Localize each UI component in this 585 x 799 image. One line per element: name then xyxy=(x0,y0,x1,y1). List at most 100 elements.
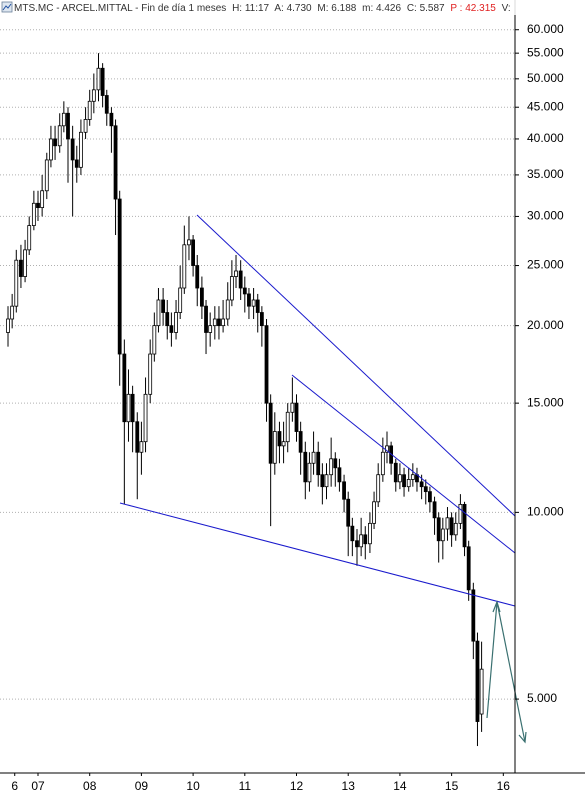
y-tick-label: 60.000 xyxy=(527,22,564,36)
candle-body xyxy=(471,589,476,642)
candle-body xyxy=(187,239,191,246)
candle-body xyxy=(449,517,454,536)
y-tick-label: 50.000 xyxy=(527,71,564,85)
x-tick-label: 12 xyxy=(290,779,304,793)
y-tick-label: 45.000 xyxy=(527,99,564,113)
candle-body xyxy=(87,100,92,120)
candle-body xyxy=(423,486,428,493)
candle-body xyxy=(436,517,441,542)
candle-body xyxy=(324,474,329,488)
candle-body xyxy=(165,312,170,327)
x-tick-label: 16 xyxy=(497,779,511,793)
arrowhead xyxy=(518,731,527,744)
header-item: C: 5.587 xyxy=(407,3,445,14)
candle-body xyxy=(247,293,251,307)
candle-body xyxy=(96,67,101,91)
candle-body xyxy=(174,312,178,333)
candle-body xyxy=(191,239,196,266)
candle-body xyxy=(251,299,256,307)
candle-body xyxy=(259,312,264,327)
candle-body xyxy=(161,299,166,313)
candle-body xyxy=(337,467,342,483)
candle-body xyxy=(346,498,351,527)
header-bg xyxy=(0,0,520,15)
candle-body xyxy=(372,501,376,524)
trendline xyxy=(119,502,516,607)
candle-body xyxy=(432,501,437,519)
candle-body xyxy=(307,462,312,483)
candle-body xyxy=(148,353,153,395)
x-tick-label: 15 xyxy=(445,779,459,793)
candle-body xyxy=(61,112,66,127)
candle-body xyxy=(49,138,53,161)
x-tick-label: 07 xyxy=(31,779,45,793)
header-item: M: 6.188 xyxy=(317,3,356,14)
candle-body xyxy=(156,299,161,327)
candle-body xyxy=(195,265,200,289)
candle-body xyxy=(268,402,273,464)
header-item: m: 4.426 xyxy=(362,3,401,14)
candle-body xyxy=(342,481,346,500)
axes: 5.000 10.000 15.000 20.000 25.000 30.000 35.00… xyxy=(11,22,564,793)
y-tick-label: 35.000 xyxy=(527,167,564,181)
candle-body xyxy=(238,270,243,289)
header: MTS.MC - ARCEL.MITTAL - Fin de día 1 mes… xyxy=(14,3,511,14)
candle-body xyxy=(225,299,230,320)
candle-body xyxy=(135,421,140,453)
candle-body xyxy=(350,525,355,542)
header-item: H: 11:17 xyxy=(232,3,269,14)
candle-body xyxy=(419,481,424,488)
candle-body xyxy=(242,287,247,295)
x-tick-label: 6 xyxy=(11,779,18,793)
candle-body xyxy=(182,244,187,289)
candle-body xyxy=(66,112,70,140)
candle-body xyxy=(100,67,105,96)
candle-body xyxy=(311,451,316,464)
candle-body xyxy=(104,95,109,114)
candle-body xyxy=(402,474,406,488)
candle-body xyxy=(462,504,467,548)
arrowhead xyxy=(492,600,501,613)
x-tick-label: 11 xyxy=(239,779,252,793)
candle-body xyxy=(169,325,174,333)
candle-body xyxy=(217,318,221,327)
grid xyxy=(0,29,515,700)
candle-body xyxy=(6,318,10,333)
candle-body xyxy=(199,287,204,307)
candle-body xyxy=(70,138,75,161)
candle-body xyxy=(393,462,398,483)
candle-body xyxy=(329,458,334,476)
candle-body xyxy=(10,305,15,320)
candle-body xyxy=(333,458,338,469)
icon-line xyxy=(2,3,12,11)
candle-body xyxy=(14,259,19,307)
candle-body xyxy=(178,287,183,313)
y-tick-label: 15.000 xyxy=(527,395,564,409)
candle-body xyxy=(234,270,238,277)
y-tick-label: 25.000 xyxy=(527,258,564,272)
y-tick-label: 40.000 xyxy=(527,131,564,145)
candle-body xyxy=(91,89,96,102)
candle-body xyxy=(398,474,402,483)
candle-body xyxy=(204,305,208,333)
candle-body xyxy=(427,491,432,503)
candle-body xyxy=(298,431,303,453)
candle-body xyxy=(368,522,372,545)
candle-body xyxy=(281,441,286,447)
candle-body xyxy=(410,474,415,480)
trendline xyxy=(291,374,516,554)
candle-body xyxy=(27,225,32,251)
projection-arrow xyxy=(486,600,527,744)
candle-body xyxy=(272,431,277,464)
x-tick-label: 14 xyxy=(393,779,407,793)
x-tick-label: 08 xyxy=(83,779,97,793)
x-tick-label: 10 xyxy=(186,779,200,793)
candle-body xyxy=(285,411,290,443)
x-tick-label: 09 xyxy=(135,779,149,793)
candles xyxy=(6,53,484,747)
header-title: MTS.MC - ARCEL.MITTAL - Fin de día 1 mes… xyxy=(14,3,226,14)
candle-body xyxy=(212,318,217,327)
candle-body xyxy=(458,504,463,524)
candle-body xyxy=(475,640,480,722)
candle-body xyxy=(109,112,114,127)
